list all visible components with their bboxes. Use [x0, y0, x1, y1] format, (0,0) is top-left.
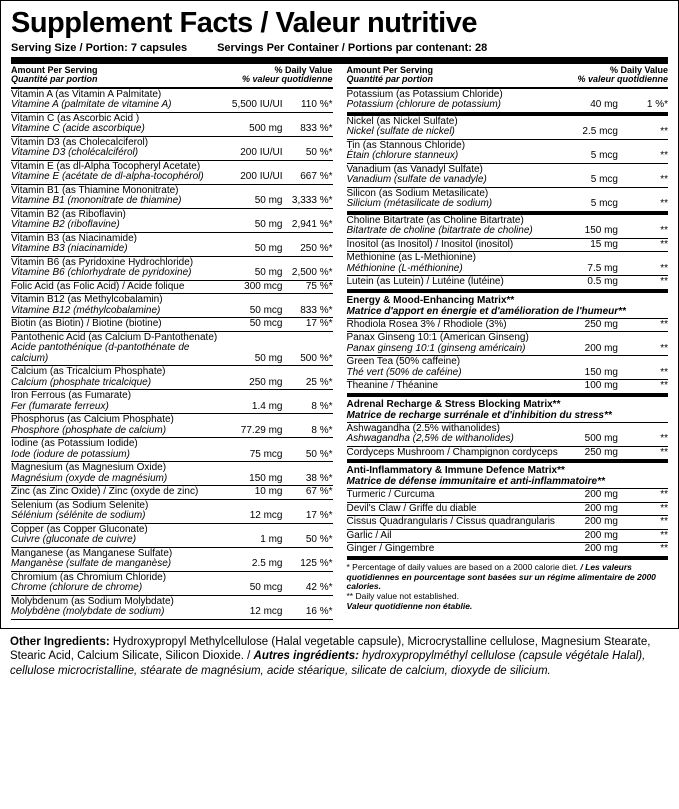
nutrient-row: Vitamin E (as dl-Alpha Tocopheryl Acetat… — [11, 161, 333, 185]
nutrient-row: Nickel (as Nickel Sulfate)Nickel (sulfat… — [347, 116, 669, 140]
nutrient-row: Folic Acid (as Folic Acid) / Acide foliq… — [11, 281, 333, 295]
nutrient-row: Phosphorus (as Calcium Phosphate)Phospho… — [11, 414, 333, 438]
section-header: Adrenal Recharge & Stress Blocking Matri… — [347, 397, 669, 423]
serving-row: Serving Size / Portion: 7 capsules Servi… — [11, 42, 668, 54]
nutrient-row: Devil's Claw / Griffe du diable200 mg** — [347, 503, 669, 517]
nutrient-row: Cordyceps Mushroom / Champignon cordycep… — [347, 447, 669, 464]
nutrient-row: Chromium (as Chromium Chloride)Chrome (c… — [11, 572, 333, 596]
nutrient-row: Panax Ginseng 10:1 (American Ginseng)Pan… — [347, 332, 669, 356]
nutrient-row: Lutein (as Lutein) / Lutéine (lutéine)0.… — [347, 276, 669, 293]
nutrient-row: Selenium (as Sodium Selenite)Sélénium (s… — [11, 500, 333, 524]
nutrient-row: Copper (as Copper Gluconate)Cuivre (gluc… — [11, 524, 333, 548]
serving-size: Serving Size / Portion: 7 capsules — [11, 42, 187, 54]
nutrient-row: Vanadium (as Vanadyl Sulfate)Vanadium (s… — [347, 164, 669, 188]
nutrient-row: Ashwagandha (2.5% withanolides)Ashwagand… — [347, 423, 669, 447]
section-header: Energy & Mood-Enhancing Matrix**Matrice … — [347, 293, 669, 319]
nutrient-row: Manganese (as Manganese Sulfate)Manganès… — [11, 548, 333, 572]
nutrient-row: Iodine (as Potassium Iodide)Iode (iodure… — [11, 438, 333, 462]
nutrient-row: Vitamin B3 (as Niacinamide)Vitamine B3 (… — [11, 233, 333, 257]
nutrient-row: Vitamin B6 (as Pyridoxine Hydrochloride)… — [11, 257, 333, 281]
supplement-facts-panel: Supplement Facts / Valeur nutritive Serv… — [0, 0, 679, 629]
nutrient-row: Choline Bitartrate (as Choline Bitartrat… — [347, 215, 669, 239]
nutrient-row: Turmeric / Curcuma200 mg** — [347, 489, 669, 503]
nutrient-row: Vitamin B1 (as Thiamine Mononitrate)Vita… — [11, 185, 333, 209]
nutrient-row: Zinc (as Zinc Oxide) / Zinc (oxyde de zi… — [11, 486, 333, 500]
nutrient-row: Green Tea (50% caffeine)Thé vert (50% de… — [347, 356, 669, 380]
nutrient-row: Molybdenum (as Sodium Molybdate)Molybdèn… — [11, 596, 333, 620]
nutrient-row: Vitamin D3 (as Cholecalciferol)Vitamine … — [11, 137, 333, 161]
panel-title: Supplement Facts / Valeur nutritive — [11, 7, 668, 40]
left-column: Amount Per ServingQuantité par portion %… — [11, 66, 333, 620]
nutrient-row: Tin (as Stannous Chloride)Étain (chlorur… — [347, 140, 669, 164]
nutrient-row: Garlic / Ail200 mg** — [347, 530, 669, 544]
nutrient-row: Inositol (as Inositol) / Inositol (inosi… — [347, 239, 669, 253]
columns: Amount Per ServingQuantité par portion %… — [11, 66, 668, 620]
nutrient-row: Vitamin A (as Vitamin A Palmitate)Vitami… — [11, 89, 333, 113]
nutrient-row: Magnesium (as Magnesium Oxide)Magnésium … — [11, 462, 333, 486]
nutrient-row: Methionine (as L-Methionine)Méthionine (… — [347, 252, 669, 276]
right-column: Amount Per ServingQuantité par portion %… — [347, 66, 669, 620]
other-ingredients: Other Ingredients: Hydroxypropyl Methylc… — [0, 629, 679, 678]
nutrient-row: Biotin (as Biotin) / Biotine (biotine)50… — [11, 318, 333, 332]
nutrient-row: Cissus Quadrangularis / Cissus quadrangu… — [347, 516, 669, 530]
column-header: Amount Per ServingQuantité par portion %… — [347, 66, 669, 89]
nutrient-row: Vitamin B2 (as Riboflavin)Vitamine B2 (r… — [11, 209, 333, 233]
nutrient-row: Silicon (as Sodium Metasilicate)Silicium… — [347, 188, 669, 215]
servings-per-container: Servings Per Container / Portions par co… — [217, 42, 487, 54]
nutrient-row: Calcium (as Tricalcium Phosphate)Calcium… — [11, 366, 333, 390]
nutrient-row: Ginger / Gingembre200 mg** — [347, 543, 669, 560]
divider-thick — [11, 57, 668, 64]
nutrient-row: Vitamin C (as Ascorbic Acid )Vitamine C … — [11, 113, 333, 137]
column-header: Amount Per ServingQuantité par portion %… — [11, 66, 333, 89]
footnotes: * Percentage of daily values are based o… — [347, 560, 669, 612]
nutrient-row: Pantothenic Acid (as Calcium D-Pantothen… — [11, 332, 333, 367]
section-header: Anti-Inflammatory & Immune Defence Matri… — [347, 463, 669, 489]
nutrient-row: Theanine / Théanine100 mg** — [347, 380, 669, 397]
nutrient-row: Iron Ferrous (as Fumarate)Fer (fumarate … — [11, 390, 333, 414]
nutrient-row: Vitamin B12 (as Methylcobalamin)Vitamine… — [11, 294, 333, 318]
nutrient-row: Potassium (as Potassium Chloride)Potassi… — [347, 89, 669, 116]
nutrient-row: Rhodiola Rosea 3% / Rhodiole (3%)250 mg*… — [347, 319, 669, 333]
